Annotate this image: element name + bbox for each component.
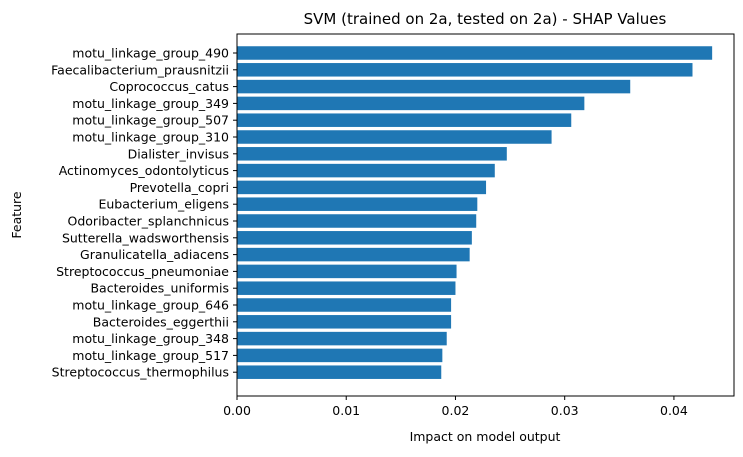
y-tick-label: Prevotella_copri (130, 180, 229, 195)
y-tick-label: Faecalibacterium_prausnitzii (51, 62, 229, 77)
y-tick-label: motu_linkage_group_507 (72, 113, 229, 128)
y-tick-label: Dialister_invisus (128, 146, 229, 161)
y-tick-label: Bacteroides_eggerthii (93, 314, 229, 329)
bar (237, 348, 443, 363)
x-axis-label: Impact on model output (410, 429, 561, 444)
bar (237, 331, 447, 346)
bar (237, 63, 693, 77)
y-tick-label: Actinomyces_odontolyticus (59, 163, 229, 178)
bar (237, 264, 457, 279)
bar (237, 163, 495, 178)
bar (237, 247, 470, 262)
y-tick-label: Streptococcus_pneumoniae (56, 264, 229, 279)
bar (237, 231, 472, 245)
y-tick-label: Eubacterium_eligens (98, 197, 229, 212)
y-tick-label: motu_linkage_group_517 (72, 348, 229, 363)
x-ticks: 0.00 0.01 0.02 0.03 0.04 (223, 396, 688, 418)
bar (237, 315, 452, 329)
x-tick-label: 0.04 (660, 403, 688, 418)
bar (237, 96, 585, 111)
y-tick-label: Streptococcus_thermophilus (52, 365, 229, 380)
bar (237, 365, 442, 379)
y-tick-label: Bacteroides_uniformis (90, 281, 229, 296)
bar (237, 79, 631, 94)
bar (237, 180, 487, 195)
bars-layer (237, 46, 713, 379)
bar (237, 130, 552, 144)
y-tick-label: Coprococcus_catus (109, 79, 229, 94)
x-tick-label: 0.03 (551, 403, 579, 418)
bar (237, 298, 452, 312)
y-tick-label: motu_linkage_group_348 (72, 331, 229, 346)
y-axis-label: Feature (9, 191, 24, 239)
plot-frame (236, 33, 735, 397)
y-tick-label: Granulicatella_adiacens (80, 247, 229, 262)
bar (237, 113, 572, 127)
bar (237, 147, 507, 161)
bar (237, 214, 477, 228)
y-tick-label: Sutterella_wadsworthensis (62, 230, 229, 245)
y-tick-label: motu_linkage_group_646 (72, 298, 229, 313)
y-tick-labels: motu_linkage_group_490Faecalibacterium_p… (51, 46, 237, 380)
bar (237, 281, 456, 295)
y-tick-label: motu_linkage_group_310 (72, 130, 229, 145)
y-tick-label: Odoribacter_splanchnicus (68, 214, 229, 229)
chart-title: SVM (trained on 2a, tested on 2a) - SHAP… (304, 10, 667, 28)
bar (237, 197, 478, 211)
x-tick-label: 0.02 (442, 403, 470, 418)
x-tick-label: 0.00 (223, 403, 251, 418)
y-tick-label: motu_linkage_group_349 (72, 96, 229, 111)
y-tick-label: motu_linkage_group_490 (72, 46, 229, 61)
bar (237, 46, 713, 60)
x-tick-label: 0.01 (332, 403, 360, 418)
